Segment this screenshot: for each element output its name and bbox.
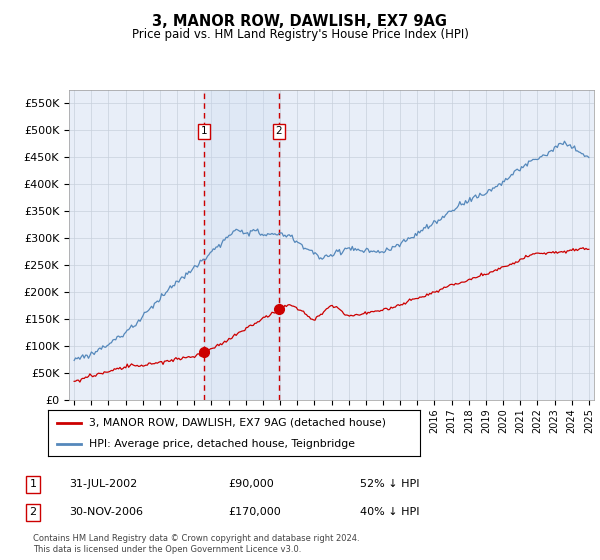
Text: 31-JUL-2002: 31-JUL-2002 xyxy=(69,479,137,489)
Text: Price paid vs. HM Land Registry's House Price Index (HPI): Price paid vs. HM Land Registry's House … xyxy=(131,28,469,41)
Text: 52% ↓ HPI: 52% ↓ HPI xyxy=(360,479,419,489)
Text: 2: 2 xyxy=(29,507,37,517)
Text: 30-NOV-2006: 30-NOV-2006 xyxy=(69,507,143,517)
Text: £170,000: £170,000 xyxy=(228,507,281,517)
Text: 3, MANOR ROW, DAWLISH, EX7 9AG (detached house): 3, MANOR ROW, DAWLISH, EX7 9AG (detached… xyxy=(89,418,386,428)
Text: 2: 2 xyxy=(275,126,282,136)
Text: 40% ↓ HPI: 40% ↓ HPI xyxy=(360,507,419,517)
Text: 1: 1 xyxy=(29,479,37,489)
Text: HPI: Average price, detached house, Teignbridge: HPI: Average price, detached house, Teig… xyxy=(89,439,355,449)
Text: £90,000: £90,000 xyxy=(228,479,274,489)
Text: Contains HM Land Registry data © Crown copyright and database right 2024.
This d: Contains HM Land Registry data © Crown c… xyxy=(33,534,359,554)
Text: 3, MANOR ROW, DAWLISH, EX7 9AG: 3, MANOR ROW, DAWLISH, EX7 9AG xyxy=(152,14,448,29)
Bar xyxy=(204,90,278,400)
Text: 1: 1 xyxy=(201,126,208,136)
